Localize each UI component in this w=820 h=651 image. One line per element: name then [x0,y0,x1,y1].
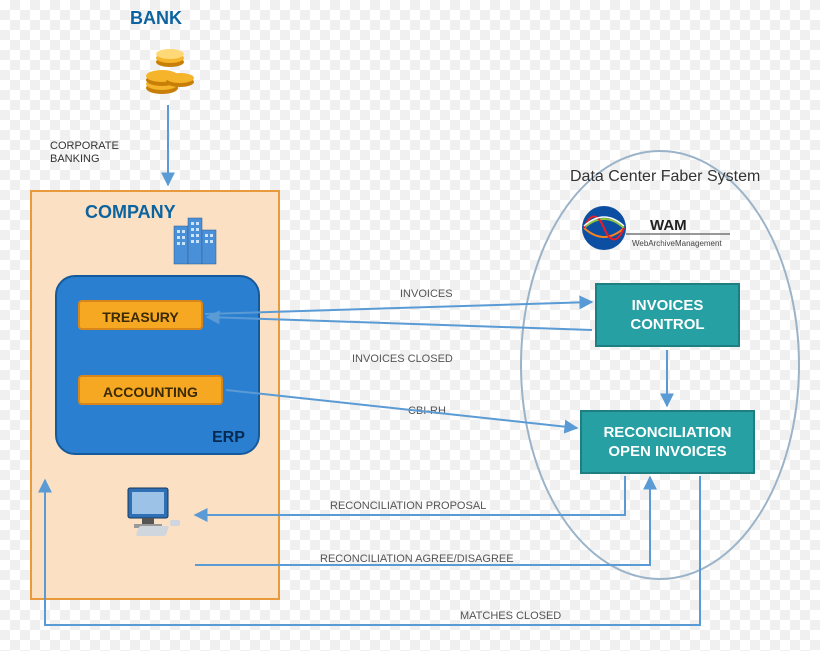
corporate-line2: BANKING [50,153,100,165]
wam-sub: WebArchiveManagement [632,239,722,248]
accounting-label: ACCOUNTING [78,375,223,405]
edge-matches-closed: MATCHES CLOSED [460,610,561,622]
coins-icon [140,40,200,105]
corporate-banking-label: CORPORATE BANKING [50,140,119,166]
invoices-control-l2: CONTROL [630,316,704,333]
invoices-control-box: INVOICES CONTROL [595,283,740,347]
erp-title: ERP [212,429,245,447]
corporate-line1: CORPORATE [50,140,119,152]
invoices-control-l1: INVOICES [632,297,704,314]
reconciliation-l2: OPEN INVOICES [608,443,726,460]
company-title: COMPANY [85,202,176,223]
buildings-icon [170,208,220,273]
treasury-label: TREASURY [78,300,203,330]
wam-main: WAM [650,217,687,234]
bank-title: BANK [130,8,182,29]
edge-invoices: INVOICES [400,288,453,300]
reconciliation-l1: RECONCILIATION [603,424,731,441]
computer-icon [120,480,190,555]
edge-reconciliation-agree: RECONCILIATION AGREE/DISAGREE [320,553,514,565]
datacenter-title: Data Center Faber System [570,168,760,186]
edge-cbi-rh: CBI-RH [408,405,446,417]
edge-reconciliation-proposal: RECONCILIATION PROPOSAL [330,500,486,512]
wam-logo: WAM WebArchiveManagement [580,200,740,265]
edge-invoices-closed: INVOICES CLOSED [352,353,453,365]
reconciliation-box: RECONCILIATION OPEN INVOICES [580,410,755,474]
